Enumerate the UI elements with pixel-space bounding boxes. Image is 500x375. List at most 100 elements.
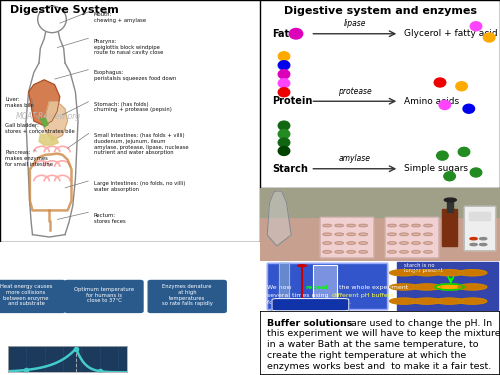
Circle shape (323, 224, 332, 227)
Circle shape (278, 138, 290, 147)
Circle shape (480, 243, 487, 246)
Text: amylase: amylase (339, 154, 371, 163)
Circle shape (278, 70, 290, 79)
Text: Factors Affecting Enzyme Activity:: Factors Affecting Enzyme Activity: (28, 244, 232, 255)
Circle shape (470, 238, 477, 240)
Text: Digestive System: Digestive System (10, 5, 119, 15)
Bar (464, 206, 495, 250)
Circle shape (435, 270, 464, 276)
Circle shape (444, 172, 456, 181)
Circle shape (390, 298, 418, 304)
Circle shape (359, 224, 368, 227)
Bar (464, 206, 495, 250)
Circle shape (388, 242, 396, 244)
Circle shape (470, 243, 477, 246)
Text: Buffer solutions: Buffer solutions (267, 319, 352, 328)
Circle shape (359, 233, 368, 236)
Text: starch is no
longer present: starch is no longer present (404, 262, 443, 273)
Circle shape (436, 151, 448, 160)
Text: create the right temperature at which the: create the right temperature at which th… (267, 351, 466, 360)
Circle shape (412, 298, 441, 304)
Circle shape (388, 251, 396, 253)
Text: in a water Bath at the same temperature, to: in a water Bath at the same temperature,… (267, 340, 478, 349)
Circle shape (278, 79, 290, 88)
Circle shape (335, 224, 344, 227)
Bar (267, 263, 387, 309)
Circle shape (412, 224, 420, 227)
Circle shape (388, 233, 396, 236)
Text: Fat: Fat (272, 29, 289, 39)
Text: Protein: Protein (272, 96, 312, 106)
Circle shape (470, 22, 482, 31)
Text: Glycerol + fatty acid: Glycerol + fatty acid (404, 29, 498, 38)
Text: Digestive system and enzymes: Digestive system and enzymes (284, 6, 476, 16)
Text: Rectum:
stores feces: Rectum: stores feces (94, 213, 126, 223)
Polygon shape (267, 191, 291, 246)
Circle shape (424, 224, 432, 227)
Circle shape (278, 147, 290, 155)
Circle shape (435, 298, 464, 304)
Text: Liver:
makes bile: Liver: makes bile (5, 97, 34, 108)
Circle shape (400, 224, 408, 227)
Bar (279, 263, 289, 309)
Circle shape (412, 251, 420, 253)
Text: the whole experiment: the whole experiment (337, 285, 408, 290)
Circle shape (458, 270, 487, 276)
Text: for example pH 6, 7 and 8.: for example pH 6, 7 and 8. (267, 300, 351, 305)
Bar (320, 217, 373, 257)
Text: Esophagus:
peristalsis squeezes food down: Esophagus: peristalsis squeezes food dow… (94, 70, 176, 81)
Circle shape (400, 233, 408, 236)
Circle shape (458, 147, 470, 156)
Circle shape (439, 100, 450, 109)
Circle shape (359, 242, 368, 244)
Circle shape (458, 284, 487, 290)
Bar (260, 188, 500, 217)
Text: Simple sugars: Simple sugars (404, 164, 468, 173)
Bar (397, 262, 498, 310)
Polygon shape (28, 80, 60, 126)
Circle shape (390, 284, 418, 290)
Circle shape (412, 242, 420, 244)
Text: this experiment we will have to keep the mixture: this experiment we will have to keep the… (267, 329, 500, 338)
Text: 210 s: 210 s (298, 300, 322, 309)
Circle shape (347, 233, 356, 236)
Text: enzymes works best and  to make it a fair test.: enzymes works best and to make it a fair… (267, 362, 492, 371)
Circle shape (400, 242, 408, 244)
Bar (447, 201, 453, 211)
Circle shape (278, 52, 290, 61)
Circle shape (388, 224, 396, 227)
Text: repeat: repeat (306, 285, 328, 290)
Circle shape (470, 168, 482, 177)
Text: lipase: lipase (344, 19, 366, 28)
Circle shape (335, 251, 344, 253)
Circle shape (323, 242, 332, 244)
Text: Pharynx:
epiglottis block windpipe
route to nasal cavity close: Pharynx: epiglottis block windpipe route… (94, 39, 163, 55)
Bar (469, 211, 490, 220)
Circle shape (458, 298, 487, 304)
Text: Heat energy causes
more collisions
between enzyme
and substrate: Heat energy causes more collisions betwe… (0, 284, 52, 306)
Text: Gall bladder:
stores + concentrates bile: Gall bladder: stores + concentrates bile (5, 123, 75, 134)
Text: Amino acids: Amino acids (404, 97, 459, 106)
Polygon shape (44, 102, 68, 140)
Bar (320, 217, 373, 257)
Circle shape (335, 233, 344, 236)
Text: Stomach: (has folds)
churning + protease (pepsin): Stomach: (has folds) churning + protease… (94, 102, 172, 112)
Y-axis label: Rate of
reaction: Rate of reaction (0, 348, 5, 370)
Circle shape (480, 238, 487, 240)
Circle shape (278, 61, 290, 70)
Circle shape (335, 242, 344, 244)
Bar (442, 209, 457, 246)
Circle shape (412, 284, 441, 290)
Circle shape (390, 270, 418, 276)
Circle shape (298, 265, 306, 267)
Polygon shape (40, 118, 48, 127)
Circle shape (435, 284, 464, 290)
Circle shape (424, 242, 432, 244)
Text: We now: We now (267, 285, 294, 290)
Circle shape (278, 88, 290, 97)
Circle shape (444, 198, 456, 202)
Bar (385, 217, 438, 257)
Bar (279, 263, 289, 309)
Text: Mouth:
chewing + amylase: Mouth: chewing + amylase (94, 12, 146, 23)
Text: several times using: several times using (267, 292, 330, 297)
